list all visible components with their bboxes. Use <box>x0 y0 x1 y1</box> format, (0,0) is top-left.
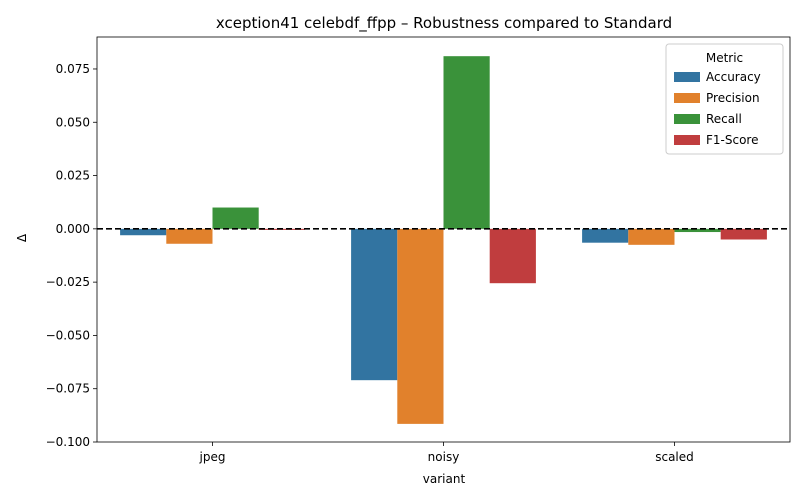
bar-f1-score-scaled <box>720 228 767 240</box>
y-tick-label: 0.075 <box>56 62 90 76</box>
bar-recall-noisy <box>443 56 490 229</box>
y-axis-label: Δ <box>15 233 29 242</box>
x-tick-label: scaled <box>655 450 694 464</box>
legend-box <box>665 43 784 155</box>
bar-accuracy-noisy <box>351 228 398 381</box>
y-tick-label: −0.100 <box>46 435 90 449</box>
y-tick-label: 0.050 <box>56 115 90 129</box>
bar-recall-jpeg <box>212 207 259 229</box>
chart-title: xception41 celebdf_ffpp – Robustness com… <box>216 14 672 33</box>
bar-precision-noisy <box>397 228 444 424</box>
x-tick-label: noisy <box>428 450 460 464</box>
y-tick-label: −0.075 <box>46 382 90 396</box>
x-tick-label: jpeg <box>199 450 226 464</box>
legend-title: Metric <box>706 51 743 65</box>
legend-swatch <box>674 114 700 124</box>
legend-swatch <box>674 135 700 145</box>
legend: Metric Accuracy Precision Recall F1-Score <box>665 43 784 155</box>
y-tick-label: 0.025 <box>56 169 90 183</box>
bar-recall-scaled <box>674 228 721 233</box>
plot-area: −0.100 −0.075 −0.050 −0.025 0.000 0.025 0.050 0… <box>46 36 791 464</box>
legend-swatch <box>674 93 700 103</box>
legend-swatch <box>674 72 700 82</box>
x-axis-label: variant <box>423 472 466 486</box>
legend-entry: Recall <box>706 112 742 126</box>
bar-precision-jpeg <box>166 228 213 244</box>
y-tick-label: 0.000 <box>56 222 90 236</box>
y-tick-label: −0.050 <box>46 328 90 342</box>
bar-accuracy-scaled <box>582 228 629 243</box>
bar-precision-scaled <box>628 228 675 245</box>
bar-accuracy-jpeg <box>120 228 167 236</box>
legend-entry: Precision <box>706 91 760 105</box>
legend-entry: Accuracy <box>706 70 761 84</box>
y-tick-label: −0.025 <box>46 275 90 289</box>
legend-entry: F1-Score <box>706 133 758 147</box>
bar-f1-score-noisy <box>489 228 536 284</box>
